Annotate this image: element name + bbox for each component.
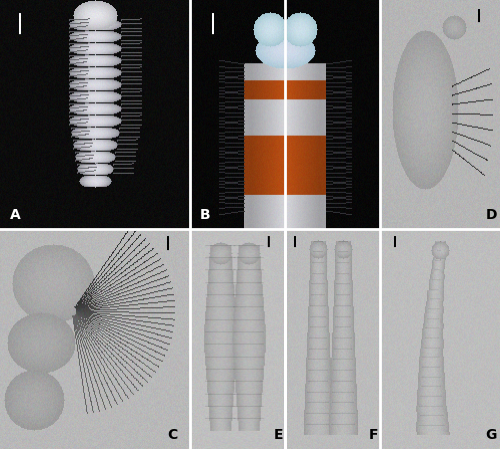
Text: D: D [486, 208, 497, 222]
Text: B: B [200, 208, 210, 222]
Text: E: E [274, 428, 283, 442]
Text: F: F [368, 428, 378, 442]
Text: A: A [10, 208, 20, 222]
Text: C: C [167, 428, 177, 442]
Text: G: G [486, 428, 497, 442]
